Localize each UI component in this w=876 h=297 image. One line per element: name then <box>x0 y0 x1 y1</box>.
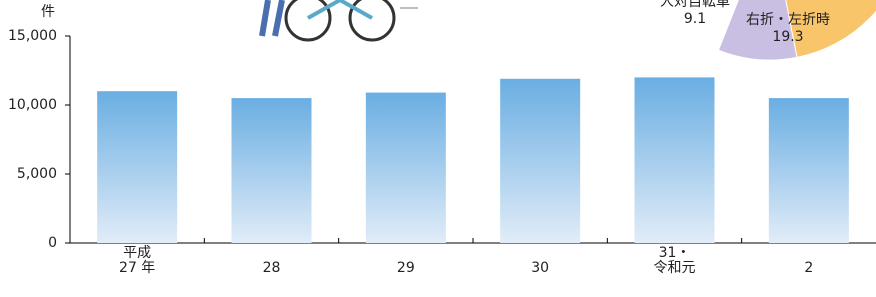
chart: 件 0 5,000 10,000 15,000 平成27 年 28 29 30 31・令和元 2 人… <box>0 0 876 293</box>
x-tick-label: 2 <box>804 260 813 276</box>
bar <box>97 91 177 243</box>
x-tick-label: 30 <box>531 260 549 276</box>
y-unit: 件 <box>41 4 55 20</box>
pie-label: 右折・左折時 <box>746 12 830 28</box>
x-tick-label: 令和元 <box>654 260 696 276</box>
x-tick-label: 31・ <box>659 245 691 261</box>
pie-value: 9.1 <box>684 11 706 27</box>
bar <box>500 79 580 243</box>
y-tick-label: 10,000 <box>8 97 57 113</box>
x-tick-label: 平成 <box>123 245 151 261</box>
bar <box>769 98 849 243</box>
bar <box>635 77 715 243</box>
x-tick-label: 27 年 <box>119 260 155 276</box>
y-tick-label: 0 <box>48 235 57 251</box>
page: 件 0 5,000 10,000 15,000 平成27 年 28 29 30 31・令和元 2 人… <box>0 0 876 293</box>
pie-value: 19.3 <box>772 29 803 45</box>
y-tick-label: 15,000 <box>8 28 57 44</box>
bar <box>232 98 312 243</box>
x-tick-label: 28 <box>263 260 281 276</box>
x-tick-label: 29 <box>397 260 415 276</box>
pie-label: 人対自転車 <box>660 0 730 10</box>
y-tick-label: 5,000 <box>17 166 57 182</box>
bicycle-illustration <box>262 0 418 40</box>
bar <box>366 93 446 243</box>
